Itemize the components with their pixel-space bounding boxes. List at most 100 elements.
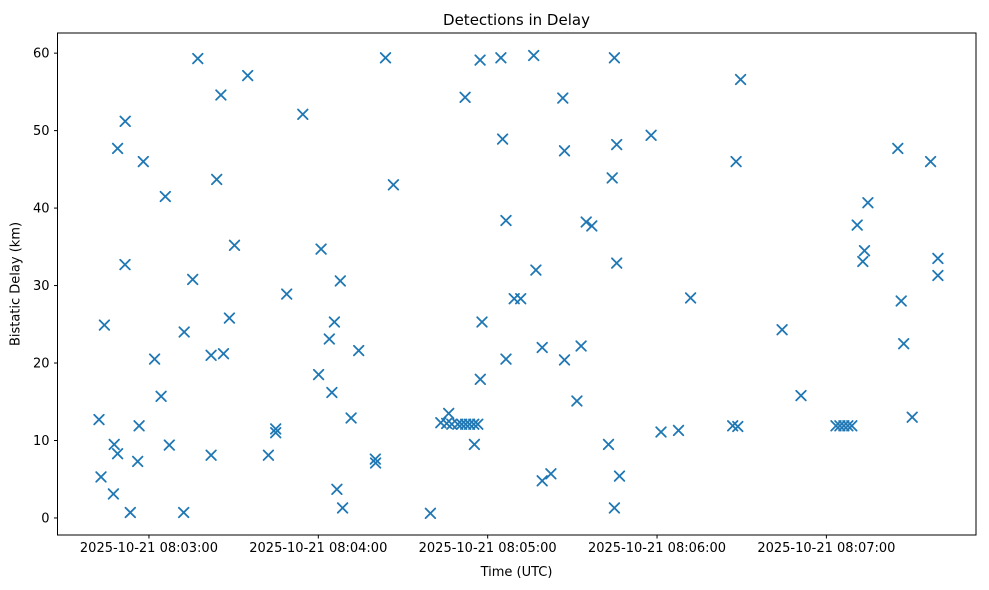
data-point-marker xyxy=(387,179,400,191)
data-point-marker xyxy=(608,52,621,64)
data-point-marker xyxy=(281,288,293,300)
data-point-marker xyxy=(606,172,618,184)
data-point-marker xyxy=(119,258,131,271)
data-point-marker xyxy=(93,413,105,426)
data-point-marker xyxy=(108,438,120,451)
data-point-marker xyxy=(898,338,910,350)
data-point-marker xyxy=(468,438,481,451)
data-point-marker xyxy=(98,319,111,331)
data-point-marker xyxy=(124,506,136,519)
data-point-marker xyxy=(187,273,199,286)
data-point-marker xyxy=(223,312,236,324)
data-point-marker xyxy=(545,468,557,480)
x-tick-label: 2025-10-21 08:05:00 xyxy=(419,541,557,556)
data-points xyxy=(93,49,944,519)
data-point-marker xyxy=(892,142,904,155)
data-point-marker xyxy=(242,69,254,82)
data-point-marker xyxy=(137,155,149,168)
y-tick-label: 30 xyxy=(33,279,50,294)
data-point-marker xyxy=(270,423,282,435)
data-point-marker xyxy=(270,427,282,439)
data-point-marker xyxy=(611,257,623,269)
data-point-marker xyxy=(645,129,657,141)
data-point-marker xyxy=(472,418,484,430)
data-point-marker xyxy=(463,418,476,430)
data-point-marker xyxy=(132,455,144,468)
data-point-marker xyxy=(205,349,217,361)
x-tick-label: 2025-10-21 08:03:00 xyxy=(80,541,218,556)
data-point-marker xyxy=(500,214,512,227)
data-point-marker xyxy=(178,326,190,338)
data-point-marker xyxy=(474,54,486,66)
data-point-marker xyxy=(795,389,807,402)
x-tick-label: 2025-10-21 08:06:00 xyxy=(588,541,726,556)
data-point-marker xyxy=(95,471,107,483)
data-point-marker xyxy=(312,368,325,381)
data-point-marker xyxy=(474,373,486,385)
data-point-marker xyxy=(496,133,509,145)
data-point-marker xyxy=(830,420,842,432)
data-point-marker xyxy=(111,448,124,460)
data-point-marker xyxy=(163,439,175,451)
data-point-marker xyxy=(228,239,241,251)
data-point-marker xyxy=(838,420,850,432)
data-point-marker xyxy=(328,316,341,328)
data-point-marker xyxy=(217,348,230,360)
data-point-marker xyxy=(846,420,858,432)
data-point-marker xyxy=(424,507,437,519)
data-point-marker xyxy=(443,407,455,420)
data-point-marker xyxy=(107,488,120,500)
data-point-marker xyxy=(602,438,615,451)
data-point-marker xyxy=(557,92,569,104)
data-point-marker xyxy=(456,418,468,430)
data-point-marker xyxy=(334,275,346,287)
data-point-marker xyxy=(459,91,471,103)
data-point-marker xyxy=(528,49,540,62)
data-point-marker xyxy=(655,426,667,438)
chart-title: Detections in Delay xyxy=(443,11,590,29)
data-point-marker xyxy=(734,73,747,86)
x-axis-label: Time (UTC) xyxy=(480,565,553,580)
data-point-marker xyxy=(345,412,357,424)
data-point-marker xyxy=(297,108,309,120)
data-point-marker xyxy=(495,52,507,64)
plot-border xyxy=(57,32,977,536)
data-point-marker xyxy=(906,411,918,423)
data-point-marker xyxy=(858,245,871,257)
data-point-marker xyxy=(672,424,685,437)
data-point-marker xyxy=(369,453,381,465)
y-tick-label: 50 xyxy=(33,124,50,139)
y-tick-label: 10 xyxy=(33,434,50,449)
data-point-marker xyxy=(379,52,392,64)
data-point-marker xyxy=(119,115,131,127)
data-point-marker xyxy=(460,418,472,430)
data-point-marker xyxy=(500,353,512,365)
y-tick-label: 40 xyxy=(33,202,50,217)
y-tick-label: 20 xyxy=(33,357,50,372)
data-point-marker xyxy=(536,475,548,487)
data-point-marker xyxy=(192,52,204,65)
data-point-marker xyxy=(476,316,488,328)
data-point-marker xyxy=(178,506,190,519)
data-point-marker xyxy=(571,395,583,407)
data-point-marker xyxy=(336,502,349,514)
data-point-marker xyxy=(369,457,382,469)
y-tick-label: 60 xyxy=(33,47,50,62)
data-point-marker xyxy=(530,264,542,276)
data-point-marker xyxy=(586,220,598,232)
data-point-marker xyxy=(133,420,145,432)
data-point-marker xyxy=(155,390,167,402)
data-point-marker xyxy=(834,420,846,432)
data-point-marker xyxy=(558,145,571,157)
data-point-marker xyxy=(468,418,480,430)
data-point-marker xyxy=(580,216,592,228)
data-point-marker xyxy=(148,353,161,365)
data-point-marker xyxy=(262,449,275,461)
data-point-marker xyxy=(111,142,124,155)
data-point-marker xyxy=(211,173,223,186)
y-axis-label: Bistatic Delay (km) xyxy=(8,221,24,347)
data-point-marker xyxy=(215,89,227,101)
data-point-marker xyxy=(331,483,343,495)
